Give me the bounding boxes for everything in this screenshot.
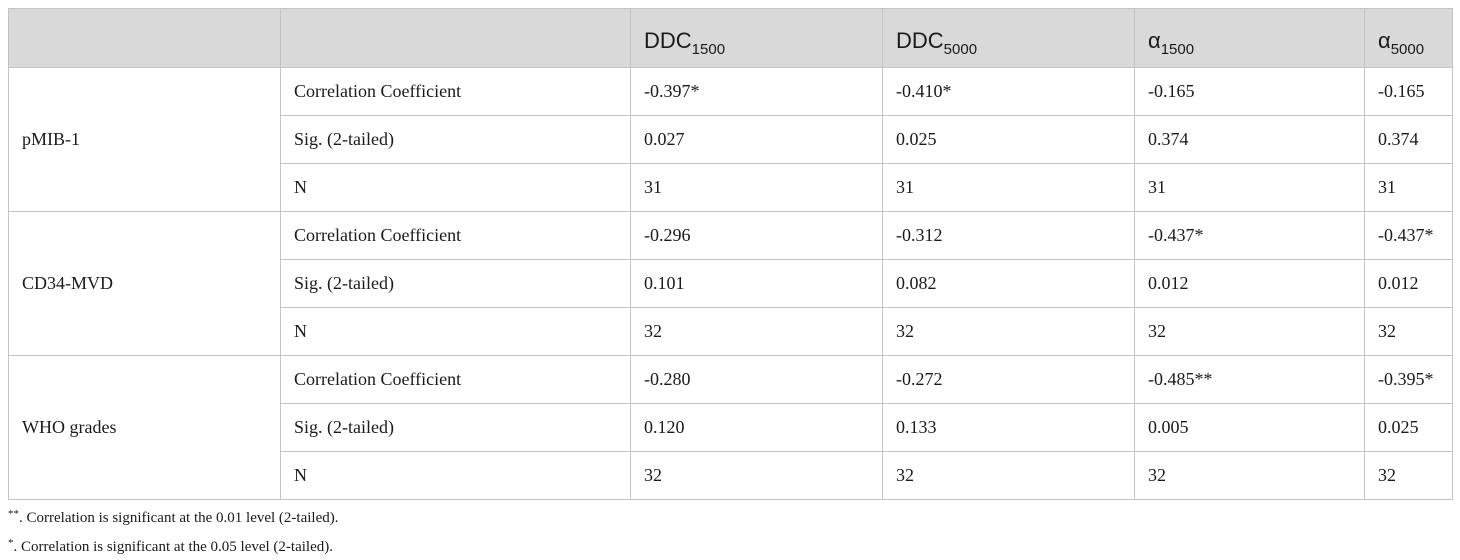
statistic-label: N (280, 163, 631, 212)
header-cell-group (8, 8, 281, 68)
value-cell: 31 (1364, 163, 1453, 212)
value-cell: 0.025 (1364, 403, 1453, 452)
value-cell: 0.133 (882, 403, 1135, 452)
table-row: N 32 32 32 32 (9, 307, 1453, 356)
value-cell: -0.410* (882, 67, 1135, 116)
header-row: DDC1500 DDC5000 α1500 α5000 (8, 8, 1453, 68)
header-cell-statistic (280, 8, 631, 68)
table-row: Sig. (2-tailed) 0.101 0.082 0.012 0.012 (9, 259, 1453, 308)
table-row: CD34-MVD Correlation Coefficient -0.296 … (8, 211, 1453, 356)
footnote-double-star: **. Correlation is significant at the 0.… (8, 502, 339, 531)
table-footnotes: **. Correlation is significant at the 0.… (8, 502, 339, 560)
value-cell: 32 (882, 451, 1135, 500)
footnote-mark: * (8, 537, 14, 549)
correlation-table: DDC1500 DDC5000 α1500 α5000 pMIB-1 Corre… (8, 8, 1453, 500)
table-row: Sig. (2-tailed) 0.120 0.133 0.005 0.025 (9, 403, 1453, 452)
value-cell: -0.437* (1134, 211, 1365, 260)
value-cell: 31 (1134, 163, 1365, 212)
value-cell: 32 (630, 307, 883, 356)
statistic-label: Correlation Coefficient (280, 355, 631, 404)
value-cell: 32 (1364, 307, 1453, 356)
header-ddc-1500: DDC1500 (630, 8, 883, 68)
value-cell: -0.280 (630, 355, 883, 404)
header-base: α (1148, 28, 1161, 53)
value-cell: 0.012 (1134, 259, 1365, 308)
value-cell: -0.296 (630, 211, 883, 260)
header-base: DDC (896, 28, 944, 53)
statistic-label: Sig. (2-tailed) (280, 115, 631, 164)
value-cell: -0.397* (630, 67, 883, 116)
header-subscript: 5000 (1390, 41, 1425, 58)
footnote-mark: ** (8, 508, 19, 520)
value-cell: 32 (882, 307, 1135, 356)
table-row: N 31 31 31 31 (9, 163, 1453, 212)
header-base: DDC (644, 28, 692, 53)
value-cell: 0.374 (1364, 115, 1453, 164)
value-cell: -0.437* (1364, 211, 1453, 260)
header-base: α (1378, 28, 1391, 53)
group-label-cd34-mvd: CD34-MVD (8, 211, 281, 356)
header-subscript: 1500 (1160, 41, 1195, 58)
group-label-pmib-1: pMIB-1 (8, 67, 281, 212)
footnote-single-star: *. Correlation is significant at the 0.0… (8, 531, 339, 560)
statistic-label: Correlation Coefficient (280, 67, 631, 116)
value-cell: 0.012 (1364, 259, 1453, 308)
table-row: WHO grades Correlation Coefficient -0.28… (8, 355, 1453, 500)
value-cell: 0.025 (882, 115, 1135, 164)
value-cell: 32 (1134, 307, 1365, 356)
statistic-label: N (280, 451, 631, 500)
value-cell: 31 (882, 163, 1135, 212)
value-cell: -0.485** (1134, 355, 1365, 404)
value-cell: -0.165 (1134, 67, 1365, 116)
value-cell: 0.120 (630, 403, 883, 452)
header-ddc-5000: DDC5000 (882, 8, 1135, 68)
value-cell: -0.165 (1364, 67, 1453, 116)
value-cell: 31 (630, 163, 883, 212)
value-cell: 0.101 (630, 259, 883, 308)
header-subscript: 1500 (691, 41, 726, 58)
value-cell: -0.312 (882, 211, 1135, 260)
footnote-text: . Correlation is significant at the 0.01… (19, 510, 339, 526)
value-cell: 32 (1134, 451, 1365, 500)
table-row: Sig. (2-tailed) 0.027 0.025 0.374 0.374 (9, 115, 1453, 164)
header-alpha-5000: α5000 (1364, 8, 1453, 68)
header-alpha-1500: α1500 (1134, 8, 1365, 68)
header-subscript: 5000 (943, 41, 978, 58)
value-cell: 0.082 (882, 259, 1135, 308)
value-cell: 32 (1364, 451, 1453, 500)
table-row: pMIB-1 Correlation Coefficient -0.397* -… (8, 67, 1453, 212)
value-cell: 0.005 (1134, 403, 1365, 452)
group-label-who-grades: WHO grades (8, 355, 281, 500)
value-cell: -0.395* (1364, 355, 1453, 404)
value-cell: 0.374 (1134, 115, 1365, 164)
statistic-label: Sig. (2-tailed) (280, 403, 631, 452)
value-cell: -0.272 (882, 355, 1135, 404)
value-cell: 32 (630, 451, 883, 500)
statistic-label: Sig. (2-tailed) (280, 259, 631, 308)
statistic-label: N (280, 307, 631, 356)
footnote-text: . Correlation is significant at the 0.05… (13, 539, 334, 555)
statistic-label: Correlation Coefficient (280, 211, 631, 260)
table-row: N 32 32 32 32 (9, 451, 1453, 500)
value-cell: 0.027 (630, 115, 883, 164)
